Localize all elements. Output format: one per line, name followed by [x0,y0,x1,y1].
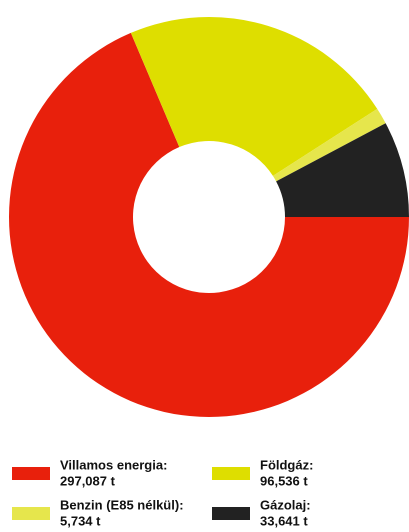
legend-swatch [12,467,50,480]
legend-label: Földgáz: [260,457,313,472]
donut-slice [9,32,409,417]
legend-swatch [212,507,250,520]
legend-value: 33,641 t [260,513,308,528]
legend-label: Gázolaj: [260,497,311,512]
legend-label: Villamos energia: [60,457,167,472]
legend-value: 297,087 t [60,473,116,488]
legend-label: Benzin (E85 nélkül): [60,497,184,512]
donut-slice [130,17,378,176]
legend-value: 5,734 t [60,513,101,528]
donut-slice [276,123,409,217]
donut-slice [272,108,386,182]
legend-swatch [12,507,50,520]
legend-swatch [212,467,250,480]
legend-value: 96,536 t [260,473,308,488]
